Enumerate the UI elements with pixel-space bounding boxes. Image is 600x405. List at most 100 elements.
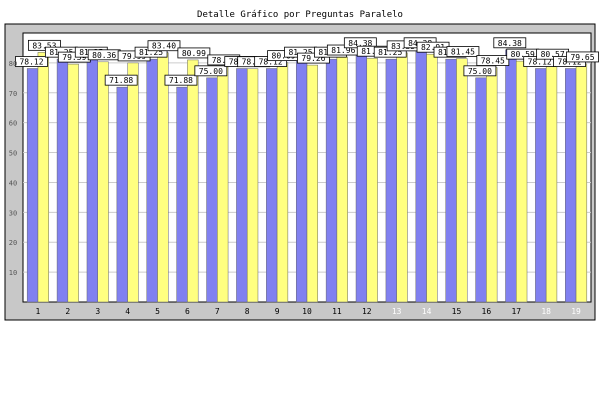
data-label: 80.59 [511, 50, 535, 59]
data-label-box [446, 46, 480, 57]
data-label-box [147, 40, 181, 52]
bar-series1 [475, 77, 487, 303]
x-tick-label: 18 [541, 307, 551, 316]
x-tick-label: 4 [125, 307, 130, 316]
bar-series2 [426, 53, 438, 303]
y-tick-label: 60 [9, 120, 17, 128]
data-label-box [15, 56, 48, 67]
bar-series2 [127, 62, 139, 303]
bar-series2 [187, 59, 199, 303]
bar-series2 [37, 52, 49, 303]
bars-layer [26, 49, 588, 303]
x-tick-label: 2 [65, 307, 70, 316]
bar-series1 [505, 49, 517, 303]
x-tick-label: 3 [95, 307, 100, 316]
data-label-box [493, 37, 527, 49]
bar-series1 [266, 68, 278, 303]
data-label: 71.88 [169, 76, 193, 85]
data-label: 83.35 [391, 42, 415, 51]
bar-series2 [97, 61, 109, 303]
y-tick-label: 40 [9, 179, 17, 187]
bar-series2 [157, 52, 169, 303]
data-label: 71.88 [109, 76, 133, 85]
x-tick-label: 9 [275, 307, 280, 316]
bar-series1 [56, 58, 69, 303]
data-label: 80.09 [272, 52, 296, 61]
data-label: 81.25 [139, 48, 163, 57]
data-labels-layer: 78.12 83.53 81.25 79.59 81.25 80.36 71.88 79.99… [15, 37, 599, 86]
data-label: 82.91 [421, 43, 445, 52]
bar-series1 [565, 68, 577, 303]
bar-series1 [26, 68, 39, 303]
data-label: 81.25 [378, 48, 402, 57]
y-tick-label: 20 [9, 239, 17, 247]
bar-series1 [176, 86, 188, 303]
x-tick-label: 14 [422, 307, 432, 316]
bar-series1 [295, 58, 308, 303]
x-tick-label: 17 [511, 307, 521, 316]
data-label: 75.00 [468, 67, 492, 76]
x-tick-label: 19 [571, 307, 581, 316]
data-label: 81.96 [331, 46, 355, 55]
bar-series2 [396, 52, 408, 303]
bar-series1 [415, 49, 427, 303]
data-label-box [164, 74, 198, 86]
bar-series2 [486, 67, 498, 303]
x-tick-label: 6 [185, 307, 190, 316]
data-label-box [177, 47, 211, 59]
data-label: 78.65 [212, 56, 236, 65]
data-label: 84.38 [348, 39, 372, 48]
data-label: 83.40 [152, 42, 176, 51]
bar-series1 [325, 58, 338, 303]
bar-series1 [355, 49, 368, 303]
data-label: 84.38 [498, 39, 522, 48]
bar-series1 [206, 77, 218, 303]
data-label: 80.36 [92, 51, 116, 60]
data-label: 80.99 [182, 49, 206, 58]
bar-series2 [516, 60, 528, 303]
data-label: 78.05 [242, 58, 266, 67]
data-label: 75.00 [199, 67, 223, 76]
data-label-box [104, 74, 138, 86]
data-label: 78.45 [481, 57, 505, 66]
data-label-box [297, 52, 330, 64]
data-label-box [566, 51, 599, 63]
x-tick-label: 5 [155, 307, 160, 316]
y-tick-label: 30 [9, 209, 17, 217]
data-label-box [194, 65, 228, 77]
x-tick-label: 7 [215, 307, 220, 316]
bar-series1 [445, 58, 457, 303]
x-tick-label: 10 [302, 307, 312, 316]
data-label: 79.65 [570, 53, 594, 62]
data-label-box [476, 55, 510, 66]
x-tick-label: 11 [332, 307, 342, 316]
y-tick-label: 10 [9, 269, 17, 277]
y-tick-label: 80 [9, 60, 17, 68]
data-label: 78.12 [19, 58, 43, 67]
bar-series2 [276, 62, 289, 303]
data-label: 83.53 [32, 41, 56, 50]
bar-series1 [236, 68, 248, 303]
data-label: 81.25 [288, 48, 312, 57]
bar-series2 [217, 66, 229, 303]
chart-title: Detalle Gráfico por Preguntas Paralelo [197, 10, 403, 20]
y-tick-label: 50 [9, 150, 17, 158]
data-label: 81.57 [361, 47, 385, 56]
x-tick-label: 13 [392, 307, 402, 316]
data-label: 78.12 [528, 58, 552, 67]
bar-series2 [67, 63, 79, 303]
data-label: 80.57 [541, 50, 565, 59]
bar-series2 [336, 56, 348, 303]
data-label: 81.45 [451, 48, 475, 57]
bar-series2 [575, 63, 588, 303]
data-label: 79.59 [62, 53, 86, 62]
x-tick-layer: 1 2 3 4 5 6 7 8 9 10 11 12 13 14 15 16 17 18 19 [36, 307, 582, 316]
x-tick-label: 1 [36, 307, 41, 316]
bar-series1 [535, 68, 547, 303]
bar-series1 [116, 86, 128, 303]
bar-series2 [246, 68, 259, 303]
data-label: 78.12 [259, 58, 283, 67]
bar-series2 [456, 58, 468, 303]
